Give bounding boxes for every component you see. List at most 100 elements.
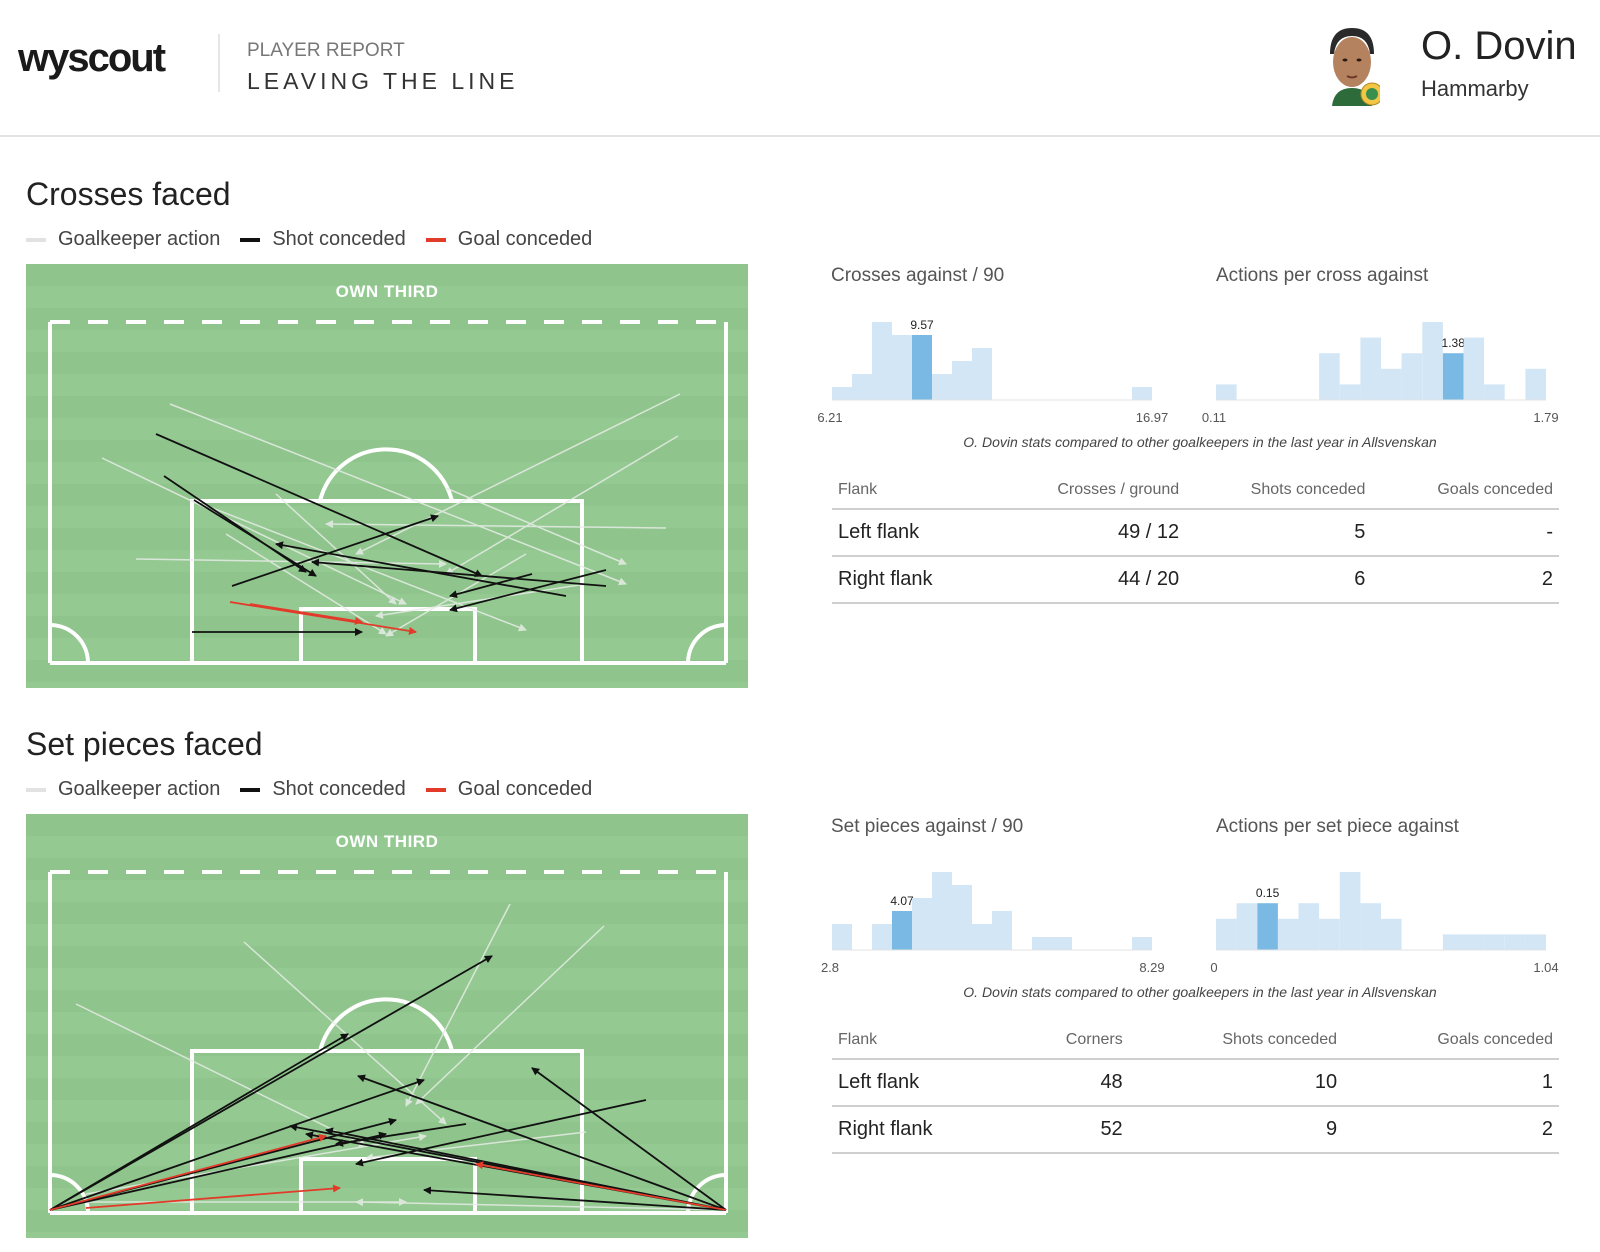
table-row: Right flank 52 9 2 [832,1106,1559,1154]
crosses-flank-table: Flank Crosses / ground Shots conceded Go… [832,472,1559,604]
histogram-bar [932,374,952,400]
highlight-value-label: 4.07 [890,894,914,908]
cell-shots: 10 [1128,1059,1344,1107]
highlight-value-label: 1.38 [1442,336,1466,350]
setpieces-goals [49,1133,727,1211]
col-corners: Corners [1012,1022,1129,1060]
histogram-bar [892,335,912,400]
table-header-row: Flank Crosses / ground Shots conceded Go… [832,472,1559,510]
histogram-bar [832,387,852,400]
histogram-bar [1525,934,1546,950]
hist-crosses-title: Crosses against / 90 [831,265,1005,286]
cell-flank: Right flank [832,556,989,604]
histogram-bar [1442,934,1464,950]
histogram-bar [1422,322,1443,400]
table-header-row: Flank Corners Shots conceded Goals conce… [832,1022,1559,1060]
cell-shots: 9 [1128,1106,1344,1154]
crosses-pitch: OWN THIRD [26,264,748,688]
setpieces-legend: Goalkeeper action Shot conceded Goal con… [26,778,612,801]
histogram-bar [1132,387,1152,400]
histogram-bar [1319,353,1340,400]
histogram-bar [972,348,992,400]
player-team: Hammarby [1421,76,1529,101]
header-divider [218,34,220,92]
setpieces-pitch-label: OWN THIRD [335,832,439,851]
col-goals-conceded: Goals conceded [1343,1022,1559,1060]
histogram-bar [1032,937,1052,950]
wyscout-logo[interactable]: wyscout [18,36,166,80]
histogram-bar [1339,872,1361,950]
cell-shots: 6 [1185,556,1372,604]
setpieces-section-title: Set pieces faced [26,726,263,762]
setpieces-pitch-markings [48,870,728,1215]
legend-goal-label: Goal conceded [457,778,593,800]
legend-goal-label: Goal conceded [457,228,593,250]
report-kicker: PLAYER REPORT [247,40,405,61]
highlight-value-label: 0.15 [1256,886,1280,900]
histogram-bar [932,872,952,950]
highlight-bar [1442,353,1464,400]
cell-goals: 2 [1371,556,1559,604]
histogram-bar [1132,937,1152,950]
histogram-bar [1463,934,1485,950]
setpieces-flank-table: Flank Corners Shots conceded Goals conce… [832,1022,1559,1154]
table-row: Left flank 48 10 1 [832,1059,1559,1107]
axis-min-label: 6.21 [817,410,842,425]
histogram-bar [1216,384,1237,400]
table-row: Right flank 44 / 20 6 2 [832,556,1559,604]
setpieces-gk-actions [75,903,727,1211]
col-shots-conceded: Shots conceded [1128,1022,1344,1060]
histogram-bar [872,924,892,950]
hist-actions-setpiece-chart: 0.15 0 1.04 [1210,872,1559,975]
crosses-gk-actions [101,393,681,637]
legend-shot-swatch [240,237,261,242]
legend-gk-label: Goalkeeper action [58,228,221,250]
axis-max-label: 1.04 [1533,960,1558,975]
legend-gk-swatch [26,787,46,792]
legend-goal: Goal conceded [425,228,593,251]
histogram-bar [1381,918,1402,950]
axis-max-label: 1.79 [1533,410,1558,425]
crosses-pitch-drawing [48,320,728,665]
hist-setpieces-title: Set pieces against / 90 [831,816,1024,837]
cell-flank: Right flank [832,1106,1013,1154]
crosses-section-title: Crosses faced [26,176,231,212]
histogram-bar [1504,934,1526,950]
setpieces-pitch-drawing [48,870,728,1215]
cell-flank: Left flank [832,1059,1013,1107]
setpieces-comparison-note: O. Dovin stats compared to other goalkee… [963,984,1437,1000]
cell-goals: - [1371,509,1559,557]
setpieces-shots [49,955,727,1211]
cell-corners: 52 [1012,1106,1129,1154]
crosses-pitch-markings [48,320,728,665]
legend-gk-action: Goalkeeper action [26,778,220,801]
crosses-pitch-label: OWN THIRD [335,282,439,301]
crosses-shots [155,433,607,636]
histogram-bar [872,322,892,400]
axis-max-label: 16.97 [1136,410,1169,425]
legend-shot-label: Shot conceded [272,228,406,250]
col-crosses-ground: Crosses / ground [988,472,1186,510]
highlight-bar [912,335,932,400]
cell-crosses: 44 / 20 [988,556,1186,604]
player-avatar [1322,24,1380,106]
histogram-bar [952,361,972,400]
hist-crosses-chart: 9.57 6.21 16.97 [817,318,1169,425]
cell-goals: 1 [1343,1059,1559,1107]
col-goals-conceded: Goals conceded [1371,472,1559,510]
histogram-bar [972,924,992,950]
legend-gk-action: Goalkeeper action [26,228,220,251]
hist-actions-cross-title: Actions per cross against [1216,265,1429,286]
cell-shots: 5 [1185,509,1372,557]
cell-corners: 48 [1012,1059,1129,1107]
legend-gk-label: Goalkeeper action [58,778,221,800]
col-shots-conceded: Shots conceded [1185,472,1372,510]
table-row: Left flank 49 / 12 5 - [832,509,1559,557]
histogram-bar [1298,903,1320,950]
highlight-bar [892,911,912,950]
cell-goals: 2 [1343,1106,1559,1154]
histogram-bar [1216,918,1237,950]
legend-gk-swatch [26,237,46,242]
legend-shot: Shot conceded [240,778,406,801]
histogram-bar [1277,918,1299,950]
